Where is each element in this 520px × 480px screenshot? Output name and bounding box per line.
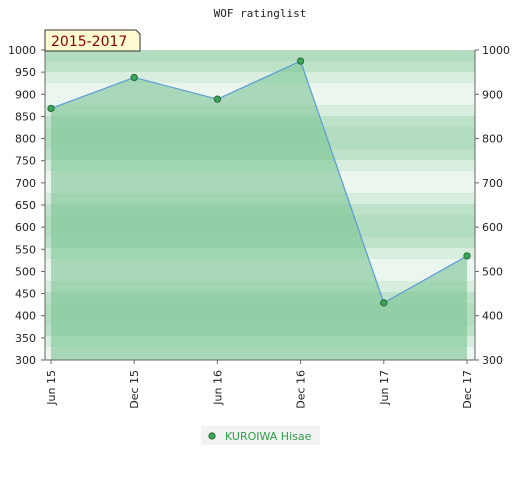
grid-band xyxy=(45,72,475,83)
period-badge: 2015-2017 xyxy=(44,29,141,52)
period-badge-box xyxy=(44,29,141,52)
series-area-fill xyxy=(51,61,467,360)
y-tick-label-left: 750 xyxy=(15,155,36,168)
x-tick-label: Dec 17 xyxy=(461,370,474,409)
grid-band xyxy=(45,50,475,61)
data-points xyxy=(47,57,471,307)
data-point xyxy=(296,57,305,65)
data-point xyxy=(130,73,138,82)
y-tick-label-left: 350 xyxy=(15,332,36,345)
data-point xyxy=(47,104,55,113)
y-tick-label-left: 450 xyxy=(15,288,36,301)
y-axis-left: 300 350 400 450 500 550 600 650 700 750 800 850 900 9… xyxy=(8,44,46,367)
legend-label: KUROIWA Hisae xyxy=(225,430,312,443)
x-tick-label: Dec 16 xyxy=(295,370,308,409)
data-point xyxy=(463,252,471,260)
y-tick-label-left: 900 xyxy=(15,88,36,101)
y-tick-label-right: 500 xyxy=(482,265,503,278)
y-tick-label-right: 600 xyxy=(482,221,503,234)
legend-marker-icon xyxy=(208,432,216,440)
chart-title: WOF ratinglist xyxy=(214,7,307,20)
data-point xyxy=(213,95,221,103)
y-tick-label-left: 400 xyxy=(15,310,36,323)
y-tick-label-left: 850 xyxy=(15,110,36,123)
y-tick-label-left: 600 xyxy=(15,221,36,234)
legend-box xyxy=(201,426,320,445)
series-line xyxy=(50,60,468,304)
y-tick-label-right: 700 xyxy=(482,177,503,190)
x-axis: Jun 15 Dec 15 Jun 16 Dec 16 Jun 17 Dec 17 xyxy=(45,359,475,409)
data-point xyxy=(380,299,388,307)
y-tick-label-left: 800 xyxy=(15,133,36,146)
x-tick-label: Jun 15 xyxy=(45,370,58,406)
grid-band xyxy=(45,61,475,72)
x-tick-label: Dec 15 xyxy=(128,370,141,409)
y-tick-label-left: 650 xyxy=(15,199,36,212)
y-tick-label-right: 800 xyxy=(482,133,503,146)
y-axis-right: 300 400 500 600 700 800 900 1000 xyxy=(474,44,510,367)
y-tick-label-right: 900 xyxy=(482,88,503,101)
y-tick-label-left: 700 xyxy=(15,177,36,190)
y-tick-label-left: 950 xyxy=(15,66,36,79)
period-badge-label: 2015-2017 xyxy=(51,34,127,50)
y-tick-label-right: 400 xyxy=(482,310,503,323)
x-tick-label: Jun 16 xyxy=(211,370,224,406)
legend[interactable]: KUROIWA Hisae xyxy=(201,426,320,445)
y-tick-label-left: 300 xyxy=(15,354,36,367)
y-tick-label-left: 1000 xyxy=(8,44,36,57)
y-tick-label-left: 550 xyxy=(15,243,36,256)
y-tick-label-left: 500 xyxy=(15,265,36,278)
y-tick-label-right: 1000 xyxy=(482,44,510,57)
y-tick-label-right: 300 xyxy=(482,354,503,367)
x-tick-label: Jun 17 xyxy=(378,370,391,406)
